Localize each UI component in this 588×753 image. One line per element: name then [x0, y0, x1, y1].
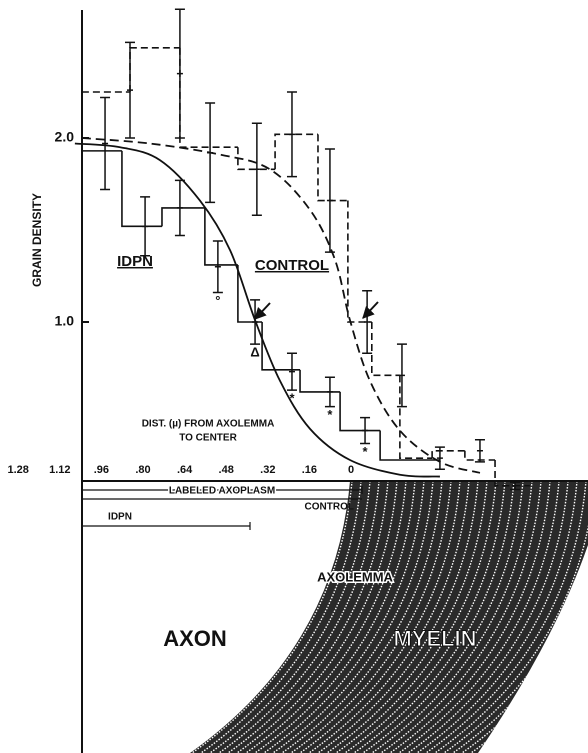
control-bracket-label: CONTROL	[305, 502, 354, 513]
histogram-bin	[318, 134, 348, 200]
arrow	[255, 303, 270, 319]
significance-marker: *	[327, 407, 333, 422]
x-axis-label: DIST. (µ) FROM AXOLEMMA	[142, 419, 275, 430]
significance-marker: °	[215, 293, 220, 308]
series-label: CONTROL	[255, 257, 329, 274]
significance-marker: Δ	[250, 345, 259, 360]
x-tick-label: .96	[94, 464, 109, 476]
y-axis-label: GRAIN DENSITY	[30, 193, 44, 287]
error-bar	[287, 353, 297, 390]
arrow	[363, 302, 378, 318]
x-tick-label: .80	[135, 464, 150, 476]
histogram-bin	[372, 322, 400, 375]
significance-marker: *	[363, 444, 369, 459]
figure: LABELED AXOPLASM CONTROL IDPN AXOLEMMA A…	[0, 0, 588, 753]
x-tick-label: .48	[219, 464, 234, 476]
error-bar	[475, 440, 485, 462]
histogram-bin	[340, 392, 380, 431]
histogram-bin	[162, 208, 205, 226]
x-tick-label: 0	[348, 464, 354, 476]
histogram-bin	[275, 134, 318, 169]
x-tick-label: 1.12	[49, 464, 70, 476]
error-bar	[125, 42, 135, 138]
error-bar	[175, 9, 185, 138]
myelin-label: MYELIN	[393, 626, 476, 651]
x-axis-label: TO CENTER	[179, 433, 237, 444]
x-tick-label: .32	[260, 464, 275, 476]
axolemma-label: AXOLEMMA	[317, 569, 393, 584]
idpn-bracket	[82, 522, 250, 530]
x-tick-label: .16	[302, 464, 317, 476]
histogram-bin	[130, 48, 180, 92]
x-tick-label: 1.28	[7, 464, 28, 476]
y-tick-label: 1.0	[55, 313, 75, 329]
error-bar	[100, 98, 110, 190]
idpn-bracket-label: IDPN	[108, 512, 132, 523]
histogram-bin	[300, 370, 340, 392]
histogram-bin	[380, 431, 440, 460]
axon-label: AXON	[163, 626, 227, 651]
histogram-bin	[122, 151, 162, 226]
y-tick-label: 2.0	[55, 129, 75, 145]
histogram-bin	[180, 48, 238, 147]
x-tick-label: .64	[177, 464, 193, 476]
histogram-bin	[432, 451, 465, 458]
error-bar	[213, 241, 223, 293]
labeled-axoplasm-label: LABELED AXOPLASM	[169, 486, 275, 497]
histogram-bin	[348, 201, 372, 322]
myelin-region	[190, 481, 588, 753]
histogram-bin	[262, 322, 300, 370]
